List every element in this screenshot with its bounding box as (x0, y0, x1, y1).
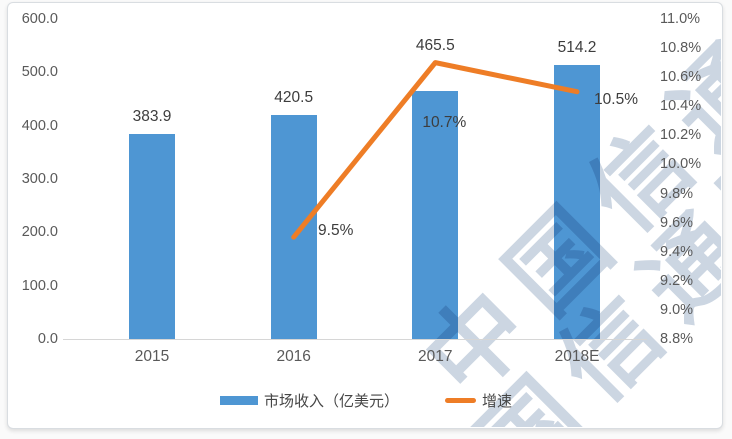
left-axis-tick: 100.0 (21, 277, 58, 294)
growth-value-label: 10.7% (422, 113, 467, 131)
bar-value-label: 465.5 (415, 36, 455, 54)
left-axis-tick: 600.0 (21, 11, 58, 27)
left-axis-tick: 400.0 (21, 117, 58, 134)
left-axis-tick: 200.0 (21, 224, 58, 241)
right-axis-tick: 8.8% (660, 331, 694, 347)
right-axis-tick: 9.2% (660, 272, 694, 289)
right-axis-tick: 10.4% (660, 98, 702, 115)
bar-2018E (554, 64, 600, 339)
legend-line-label: 增速 (482, 392, 513, 410)
bar-2017 (412, 90, 459, 339)
right-axis-tick: 10.0% (660, 156, 702, 173)
right-axis-tick: 10.8% (660, 40, 702, 57)
legend-line-swatch (445, 397, 476, 403)
right-axis-tick: 9.4% (660, 243, 694, 260)
x-axis-label-2018E: 2018E (554, 348, 600, 365)
growth-value-label: 9.5% (318, 222, 354, 240)
left-axis-tick: 300.0 (21, 171, 58, 187)
right-axis-tick: 11.0% (660, 11, 701, 27)
legend-item-revenue: 市场收入（亿美元） (219, 390, 399, 411)
legend-item-growth: 增速 (445, 390, 512, 411)
left-axis-tick: 500.0 (21, 64, 58, 81)
x-axis-label-2015: 2015 (134, 348, 170, 365)
legend-bar-swatch (219, 395, 258, 405)
right-axis-tick: 9.8% (660, 185, 694, 202)
bar-2016 (270, 114, 317, 339)
watermark-text: 中国信通院 (405, 2, 721, 416)
x-axis-label-2017: 2017 (418, 348, 453, 365)
right-axis-tick: 9.0% (660, 301, 694, 318)
x-axis-label-2016: 2016 (276, 348, 311, 365)
bar-value-label: 383.9 (132, 108, 172, 126)
right-axis-tick: 10.2% (660, 127, 702, 144)
bar-2015 (129, 134, 175, 339)
right-axis-tick: 10.6% (660, 69, 702, 86)
left-axis-tick: 0.0 (37, 331, 58, 347)
x-axis-line (63, 339, 647, 340)
right-axis-tick: 9.6% (660, 214, 694, 231)
bar-value-label: 514.2 (557, 38, 597, 56)
watermark-layer: 中国信通院 中国信通院 (7, 2, 721, 427)
legend-bar-label: 市场收入（亿美元） (263, 392, 399, 410)
bar-value-label: 420.5 (274, 88, 314, 106)
chart-legend: 市场收入（亿美元） 增速 (0, 388, 732, 412)
watermark-text: 中国信通院 (375, 99, 721, 427)
growth-value-label: 10.5% (594, 90, 638, 108)
